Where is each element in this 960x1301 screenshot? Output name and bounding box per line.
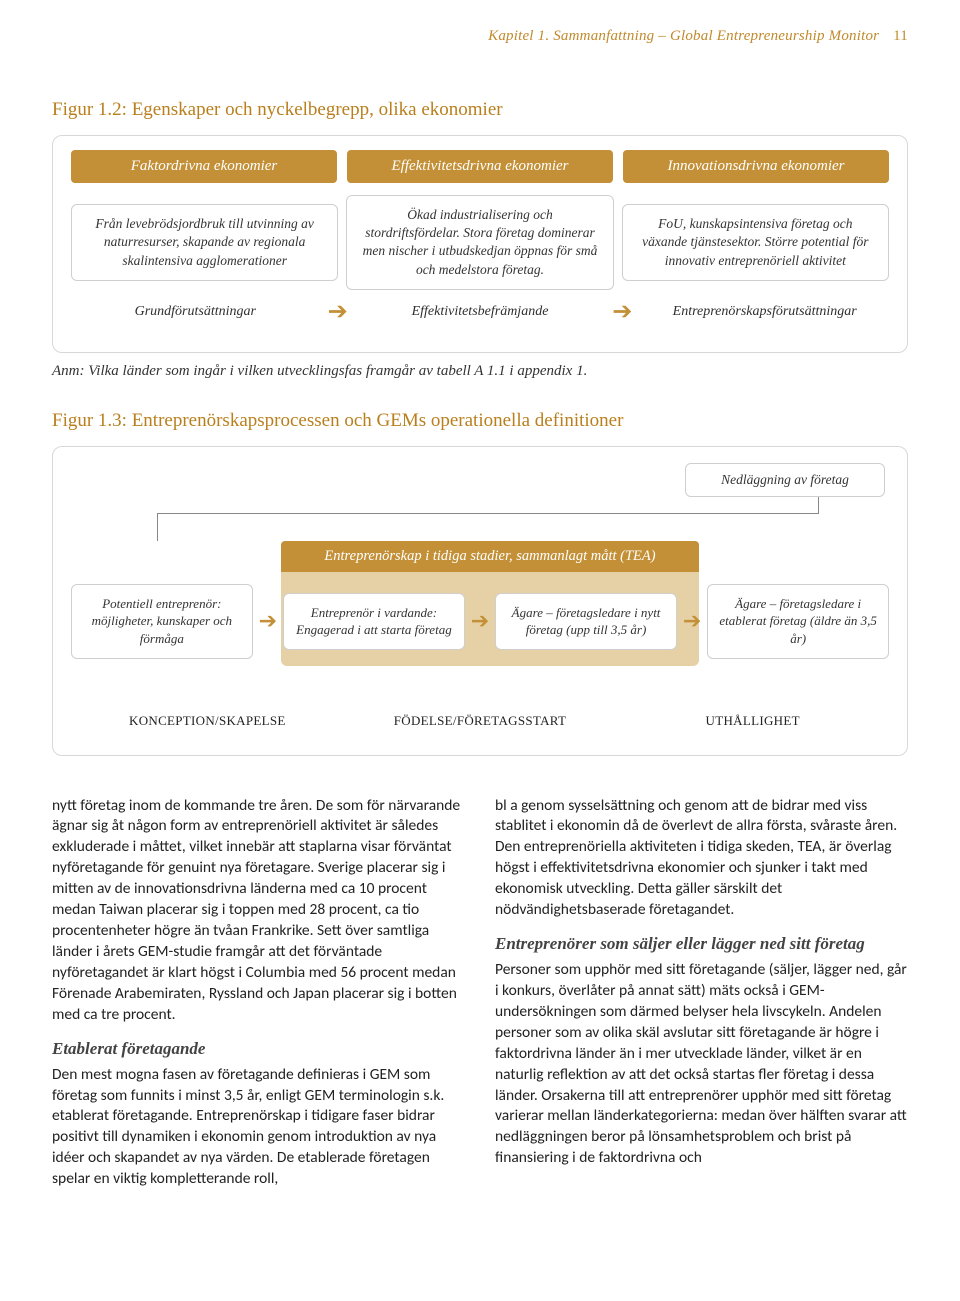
arrow-right-icon: ➔	[259, 608, 277, 634]
fig12-header-row: Faktordrivna ekonomier Effektivitetsdriv…	[71, 150, 889, 183]
running-header: Kapitel 1. Sammanfattning – Global Entre…	[52, 28, 908, 45]
fig12-box-3: FoU, kunskapsintensiva företag och växan…	[622, 204, 889, 281]
arrow-right-icon: ➔	[471, 608, 489, 634]
figure-1-3: Nedläggning av företag Entreprenörskap i…	[52, 446, 908, 756]
stage-box-4: Ägare – företagsledare i etablerat föret…	[707, 584, 889, 659]
stage-row: Potentiell entreprenör: möjligheter, kun…	[71, 584, 889, 659]
figure-1-2-title: Figur 1.2: Egenskaper och nyckelbegrepp,…	[52, 99, 908, 121]
body-paragraph: Personer som upphör med sitt företagande…	[495, 960, 908, 1169]
figure-1-2: Faktordrivna ekonomier Effektivitetsdriv…	[52, 135, 908, 353]
stage-box-2: Entreprenör i vardande: Engagerad i att …	[283, 593, 465, 650]
figure-1-3-title: Figur 1.3: Entreprenörskapsprocessen och…	[52, 410, 908, 432]
fig12-label-3: Entreprenörskapsförutsättningar	[640, 304, 889, 320]
stage-box-3: Ägare – företagsledare i nytt företag (u…	[495, 593, 677, 650]
body-paragraph: nytt företag inom de kommande tre åren. …	[52, 796, 465, 1026]
phase-row: KONCEPTION/SKAPELSE FÖDELSE/FÖRETAGSSTAR…	[71, 713, 889, 729]
tea-banner: Entreprenörskap i tidiga stadier, samman…	[281, 541, 699, 572]
body-col-right: bl a genom sysselsättning och genom att …	[495, 796, 908, 1203]
figure-1-2-note: Anm: Vilka länder som ingår i vilken utv…	[52, 363, 908, 380]
page-number: 11	[893, 28, 908, 44]
fig12-box-row: Från levebrödsjordbruk till utvinning av…	[71, 195, 889, 290]
fig12-box-1: Från levebrödsjordbruk till utvinning av…	[71, 204, 338, 281]
running-header-text: Kapitel 1. Sammanfattning – Global Entre…	[488, 28, 879, 44]
fig12-box-2: Ökad industrialisering och stordriftsför…	[346, 195, 613, 290]
stage-box-1: Potentiell entreprenör: möjligheter, kun…	[71, 584, 253, 659]
connector-lines	[71, 503, 889, 541]
fig12-label-row: Grundförutsättningar ➔ Effektivitetsbefr…	[71, 300, 889, 324]
fig12-col-header-3: Innovationsdrivna ekonomier	[623, 150, 889, 183]
phase-label-3: UTHÅLLIGHET	[616, 713, 889, 729]
phase-label-2: FÖDELSE/FÖRETAGSSTART	[344, 713, 617, 729]
arrow-right-icon: ➔	[612, 300, 632, 324]
arrow-right-icon: ➔	[328, 300, 348, 324]
section-heading-etablerat: Etablerat företagande	[52, 1038, 465, 1061]
phase-label-1: KONCEPTION/SKAPELSE	[71, 713, 344, 729]
body-paragraph: bl a genom sysselsättning och genom att …	[495, 796, 908, 922]
closure-box: Nedläggning av företag	[685, 463, 885, 497]
body-paragraph: Den mest mogna fasen av företagande defi…	[52, 1065, 465, 1191]
fig12-col-header-2: Effektivitetsdrivna ekonomier	[347, 150, 613, 183]
body-columns: nytt företag inom de kommande tre åren. …	[52, 796, 908, 1203]
fig12-col-header-1: Faktordrivna ekonomier	[71, 150, 337, 183]
section-heading-entreprenorer: Entreprenörer som säljer eller lägger ne…	[495, 933, 908, 956]
fig12-label-1: Grundförutsättningar	[71, 304, 320, 320]
body-col-left: nytt företag inom de kommande tre åren. …	[52, 796, 465, 1203]
arrow-right-icon: ➔	[683, 608, 701, 634]
fig12-label-2: Effektivitetsbefrämjande	[356, 304, 605, 320]
